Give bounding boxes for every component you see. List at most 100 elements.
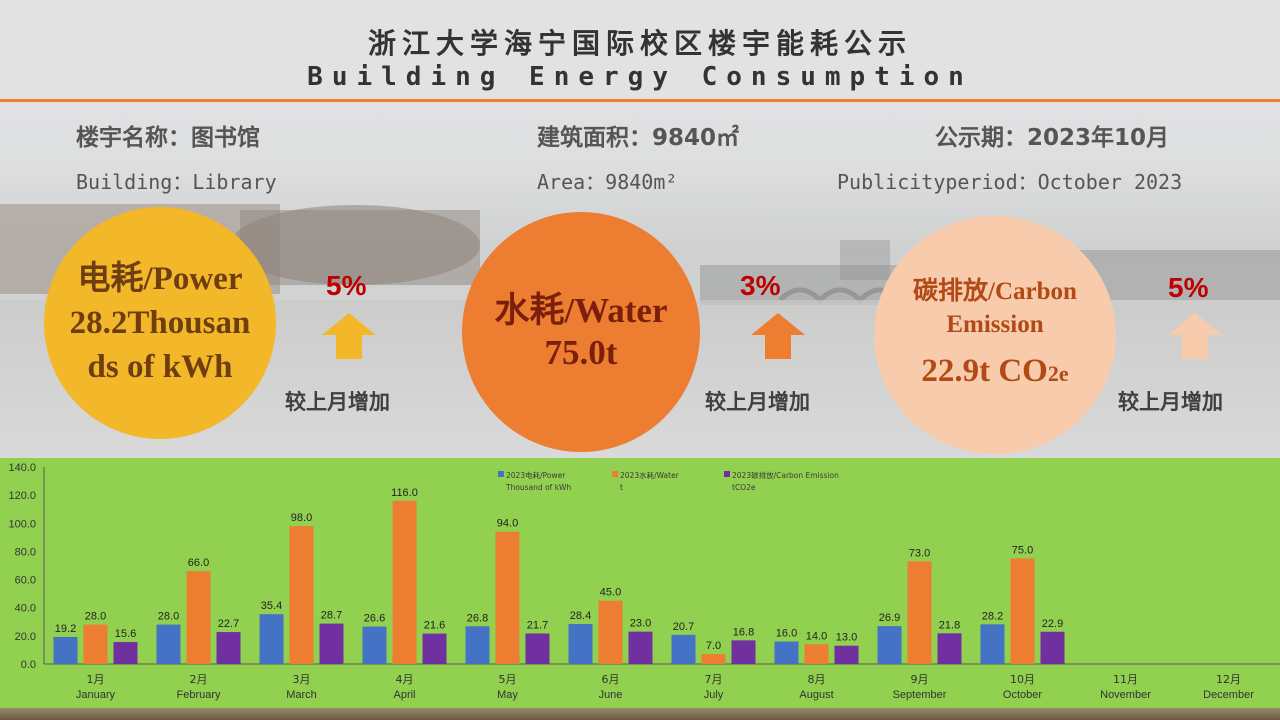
bar-data-label: 13.0 bbox=[836, 632, 857, 644]
bar-data-label: 22.9 bbox=[1042, 618, 1063, 630]
power-consumption-circle: 电耗/Power 28.2Thousan ds of kWh bbox=[44, 207, 276, 439]
chart-bar bbox=[834, 645, 859, 664]
y-tick-label: 20.0 bbox=[15, 631, 36, 643]
monthly-consumption-chart: 0.0 20.0 40.0 60.0 80.0 100.0 120.0 140.0 19.2 28… bbox=[0, 458, 1280, 712]
x-tick-label: 6月 bbox=[602, 673, 620, 686]
carbon-up-arrow-icon bbox=[1168, 313, 1222, 359]
bar-data-label: 75.0 bbox=[1012, 544, 1033, 556]
bar-data-label: 20.7 bbox=[673, 621, 694, 633]
accent-divider bbox=[0, 99, 1280, 102]
bottom-strip bbox=[0, 708, 1280, 720]
bar-data-label: 35.4 bbox=[261, 600, 282, 612]
bar-data-label: 94.0 bbox=[497, 518, 518, 530]
publicity-period-cn: 公示期：2023年10月 bbox=[935, 125, 1170, 151]
x-tick-label: 8月 bbox=[808, 673, 826, 686]
x-tick-label-en: July bbox=[704, 689, 724, 701]
chart-bar bbox=[83, 624, 108, 664]
bar-data-label: 116.0 bbox=[391, 487, 418, 499]
legend-label: Thousand of kWh bbox=[505, 483, 571, 492]
y-tick-label: 0.0 bbox=[21, 659, 36, 671]
chart-bar bbox=[701, 654, 726, 664]
x-tick-label-en: August bbox=[799, 689, 833, 701]
x-tick-label-en: September bbox=[893, 689, 947, 701]
x-tick-label: 4月 bbox=[396, 673, 414, 686]
legend-label: tCO2e bbox=[732, 483, 756, 492]
chart-bar bbox=[731, 640, 756, 664]
chart-bar bbox=[216, 632, 241, 664]
chart-bar bbox=[113, 642, 138, 664]
chart-bar bbox=[259, 614, 284, 664]
publicity-period-en: Publicityperiod：October 2023 bbox=[837, 170, 1183, 194]
chart-bar bbox=[53, 636, 78, 664]
x-tick-label: 12月 bbox=[1216, 673, 1241, 686]
carbon-value-sub: 2e bbox=[1047, 360, 1069, 386]
bar-data-label: 28.2 bbox=[982, 610, 1003, 622]
x-tick-label: 10月 bbox=[1010, 673, 1035, 686]
power-value: 28.2Thousan bbox=[69, 305, 251, 341]
x-tick-label: 9月 bbox=[911, 673, 929, 686]
water-label: 水耗/Water bbox=[494, 291, 668, 330]
bar-data-label: 21.7 bbox=[527, 619, 548, 631]
x-tick-label: 7月 bbox=[705, 673, 723, 686]
carbon-value-main: 22.9t CO bbox=[921, 352, 1048, 389]
water-compare-text: 较上月增加 bbox=[705, 390, 810, 414]
power-compare-text: 较上月增加 bbox=[285, 390, 390, 414]
chart-bar bbox=[804, 644, 829, 664]
chart-bar bbox=[525, 633, 550, 664]
bar-data-label: 15.6 bbox=[115, 628, 136, 640]
chart-bar bbox=[186, 571, 211, 664]
carbon-compare-text: 较上月增加 bbox=[1118, 390, 1223, 414]
bar-data-label: 28.4 bbox=[570, 610, 591, 622]
carbon-label-2: Emission bbox=[946, 310, 1044, 338]
chart-bar bbox=[1040, 631, 1065, 664]
x-tick-label: 3月 bbox=[293, 673, 311, 686]
legend-swatch bbox=[498, 471, 504, 477]
building-area-cn: 建筑面积：9840㎡ bbox=[537, 125, 740, 151]
x-tick-label-en: May bbox=[497, 689, 518, 701]
chart-bar bbox=[628, 631, 653, 664]
y-tick-label: 80.0 bbox=[15, 546, 36, 558]
bar-data-label: 21.6 bbox=[424, 620, 445, 632]
carbon-change-percent: 5% bbox=[1168, 272, 1209, 303]
carbon-label: 碳排放/Carbon bbox=[913, 277, 1077, 305]
bar-data-label: 28.7 bbox=[321, 610, 342, 622]
bar-data-label: 19.2 bbox=[55, 623, 76, 635]
x-tick-label-en: February bbox=[176, 689, 221, 701]
chart-bar bbox=[774, 641, 799, 664]
building-name-en: Building：Library bbox=[76, 170, 277, 194]
page-title-en: Building Energy Consumption bbox=[307, 62, 973, 92]
bar-data-label: 26.8 bbox=[467, 612, 488, 624]
legend-swatch bbox=[612, 471, 618, 477]
bar-data-label: 28.0 bbox=[158, 611, 179, 623]
chart-bar bbox=[980, 624, 1005, 664]
x-tick-label-en: January bbox=[76, 689, 116, 701]
x-tick-label: 1月 bbox=[87, 673, 105, 686]
bar-data-label: 73.0 bbox=[909, 547, 930, 559]
page-title-cn: 浙江大学海宁国际校区楼宇能耗公示 bbox=[367, 27, 912, 60]
legend-label: t bbox=[620, 483, 623, 492]
bar-data-label: 98.0 bbox=[291, 512, 312, 524]
chart-bar bbox=[319, 623, 344, 664]
legend-label: 2023水耗/Water bbox=[620, 470, 680, 480]
bar-data-label: 26.9 bbox=[879, 612, 900, 624]
x-tick-label: 5月 bbox=[499, 673, 517, 686]
x-tick-label-en: October bbox=[1003, 689, 1042, 701]
chart-bar bbox=[495, 531, 520, 664]
bar-data-label: 23.0 bbox=[630, 618, 651, 630]
power-label: 电耗/Power bbox=[77, 261, 243, 297]
chart-bar bbox=[907, 561, 932, 664]
x-tick-label-en: December bbox=[1203, 689, 1254, 701]
chart-svg: 0.0 20.0 40.0 60.0 80.0 100.0 120.0 140.0 19.2 28… bbox=[8, 462, 1280, 701]
bar-data-label: 28.0 bbox=[85, 611, 106, 623]
power-unit: ds of kWh bbox=[87, 349, 233, 385]
x-tick-label-en: November bbox=[1100, 689, 1151, 701]
chart-bar bbox=[1010, 558, 1035, 664]
chart-bar bbox=[877, 626, 902, 664]
power-up-arrow-icon bbox=[322, 313, 376, 359]
water-value: 75.0t bbox=[544, 333, 618, 372]
x-tick-label-en: March bbox=[286, 689, 317, 701]
chart-bar bbox=[362, 626, 387, 664]
header-band bbox=[0, 0, 1280, 100]
bar-data-label: 45.0 bbox=[600, 587, 621, 599]
bar-data-label: 26.6 bbox=[364, 613, 385, 625]
